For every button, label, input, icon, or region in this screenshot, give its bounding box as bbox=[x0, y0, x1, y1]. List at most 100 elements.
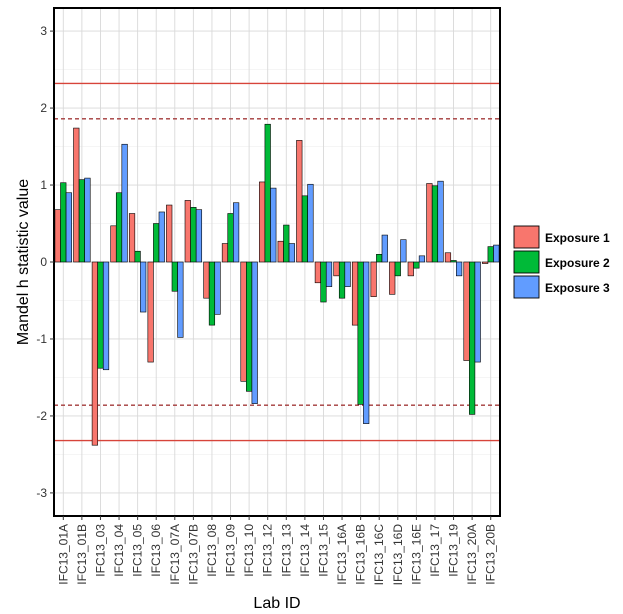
y-tick-label: 3 bbox=[40, 24, 47, 38]
x-tick-label: IFC13_05 bbox=[131, 524, 145, 577]
bar-1-IFC13_14 bbox=[296, 140, 303, 263]
bar-2-IFC13_12 bbox=[264, 123, 271, 263]
bar-3-IFC13_04 bbox=[121, 143, 128, 263]
bar-2-IFC13_03 bbox=[97, 261, 104, 369]
y-tick-label: 2 bbox=[40, 101, 47, 115]
bar-1-IFC13_04 bbox=[110, 225, 117, 263]
bar-2-IFC13_16D bbox=[394, 261, 401, 277]
x-tick-label: IFC13_16D bbox=[391, 524, 405, 586]
bar-3-IFC13_20A bbox=[474, 261, 481, 363]
bar-3-IFC13_15 bbox=[325, 261, 333, 287]
bar-3-IFC13_20B bbox=[493, 244, 500, 263]
x-tick-label: IFC13_01A bbox=[56, 524, 70, 585]
bar-2-IFC13_20B bbox=[487, 246, 494, 263]
bar-1-IFC13_19 bbox=[444, 252, 452, 263]
bar-1-IFC13_07A bbox=[166, 204, 173, 263]
x-tick-label: IFC13_14 bbox=[298, 524, 312, 577]
bar-2-IFC13_16B bbox=[357, 261, 364, 405]
bar-1-IFC13_16A bbox=[333, 261, 340, 277]
bar-3-IFC13_08 bbox=[214, 261, 221, 315]
x-tick-label: IFC13_09 bbox=[224, 524, 238, 577]
bars bbox=[54, 123, 500, 446]
bar-1-IFC13_09 bbox=[221, 243, 229, 263]
x-tick-label: IFC13_16C bbox=[372, 524, 386, 586]
bar-1-IFC13_15 bbox=[314, 261, 321, 284]
bar-1-IFC13_08 bbox=[203, 261, 210, 299]
bar-2-IFC13_17 bbox=[431, 185, 439, 263]
bar-3-IFC13_07A bbox=[177, 261, 184, 338]
bar-1-IFC13_17 bbox=[426, 183, 433, 263]
x-tick-label: IFC13_07A bbox=[168, 524, 182, 585]
bar-2-IFC13_01B bbox=[78, 179, 85, 263]
bar-3-IFC13_06 bbox=[158, 211, 165, 263]
bar-2-IFC13_05 bbox=[134, 250, 141, 263]
bar-3-IFC13_16C bbox=[381, 234, 388, 263]
bar-2-IFC13_16E bbox=[413, 261, 420, 269]
bar-2-IFC13_06 bbox=[153, 223, 160, 263]
x-tick-label: IFC13_16E bbox=[409, 524, 423, 585]
bar-3-IFC13_01A bbox=[65, 192, 72, 263]
bar-1-IFC13_03 bbox=[91, 261, 98, 446]
bar-2-IFC13_14 bbox=[301, 195, 308, 263]
bar-3-IFC13_14 bbox=[307, 183, 314, 263]
bar-3-IFC13_03 bbox=[102, 261, 110, 371]
bar-2-IFC13_07A bbox=[171, 261, 178, 292]
bar-1-IFC13_16E bbox=[407, 261, 414, 277]
bar-3-IFC13_09 bbox=[233, 202, 240, 263]
bar-2-IFC13_01A bbox=[60, 182, 67, 263]
bar-3-IFC13_16A bbox=[344, 261, 351, 287]
bar-3-IFC13_16E bbox=[418, 255, 426, 263]
x-axis-title: Lab ID bbox=[253, 595, 300, 612]
bar-3-IFC13_13 bbox=[288, 243, 295, 263]
bar-2-IFC13_08 bbox=[208, 261, 216, 326]
bar-2-IFC13_16C bbox=[376, 254, 383, 263]
bar-1-IFC13_16B bbox=[351, 261, 359, 326]
legend-swatch-2 bbox=[513, 250, 540, 274]
bar-3-IFC13_01B bbox=[84, 177, 91, 263]
legend-label-3: Exposure 3 bbox=[545, 281, 610, 295]
bar-3-IFC13_05 bbox=[140, 261, 147, 313]
x-tick-label: IFC13_04 bbox=[112, 524, 126, 577]
legend-swatch-3 bbox=[513, 275, 540, 299]
x-tick-label: IFC13_20B bbox=[484, 524, 498, 585]
bar-1-IFC13_06 bbox=[147, 261, 154, 363]
x-tick-label: IFC13_01B bbox=[75, 524, 89, 585]
x-tick-label: IFC13_13 bbox=[279, 524, 293, 577]
bar-2-IFC13_07B bbox=[190, 207, 197, 263]
x-tick-label: IFC13_07B bbox=[186, 524, 200, 585]
y-tick-label: 1 bbox=[40, 178, 47, 192]
bar-3-IFC13_10 bbox=[251, 261, 258, 404]
x-tick-label: IFC13_19 bbox=[447, 524, 461, 577]
bar-3-IFC13_16B bbox=[363, 261, 370, 424]
bar-3-IFC13_19 bbox=[456, 261, 463, 277]
bar-1-IFC13_10 bbox=[240, 261, 247, 382]
y-tick-label: 0 bbox=[40, 255, 47, 269]
y-tick-label: -3 bbox=[36, 486, 47, 500]
bar-2-IFC13_09 bbox=[227, 213, 234, 263]
bar-2-IFC13_15 bbox=[320, 261, 327, 303]
bar-1-IFC13_05 bbox=[128, 213, 136, 263]
x-tick-label: IFC13_15 bbox=[316, 524, 330, 577]
bar-1-IFC13_20B bbox=[482, 261, 489, 264]
x-tick-label: IFC13_08 bbox=[205, 524, 219, 577]
bar-1-IFC13_01B bbox=[73, 127, 80, 263]
x-tick-label: IFC13_06 bbox=[149, 524, 163, 577]
legend: Exposure 1 Exposure 2 Exposure 3 bbox=[513, 225, 610, 299]
x-tick-label: IFC13_16B bbox=[354, 524, 368, 585]
reference-lines bbox=[54, 82, 500, 442]
bar-2-IFC13_16A bbox=[338, 261, 346, 299]
bar-1-IFC13_12 bbox=[259, 181, 266, 263]
x-tick-label: IFC13_12 bbox=[261, 524, 275, 577]
x-tick-label: IFC13_16A bbox=[335, 524, 349, 585]
bar-3-IFC13_16D bbox=[400, 239, 407, 263]
y-axis-ticks: -3 -2 -1 0 1 2 3 bbox=[36, 24, 54, 500]
x-axis-ticks: IFC13_01A IFC13_01B IFC13_03 IFC13_04 IFC13_… bbox=[56, 516, 498, 586]
bar-2-IFC13_13 bbox=[283, 224, 290, 263]
bar-1-IFC13_01A bbox=[54, 209, 61, 263]
legend-label-2: Exposure 2 bbox=[545, 256, 610, 270]
legend-label-1: Exposure 1 bbox=[545, 231, 610, 245]
x-tick-label: IFC13_03 bbox=[93, 524, 107, 577]
y-tick-label: -2 bbox=[36, 409, 47, 423]
y-tick-label: -1 bbox=[36, 332, 47, 346]
